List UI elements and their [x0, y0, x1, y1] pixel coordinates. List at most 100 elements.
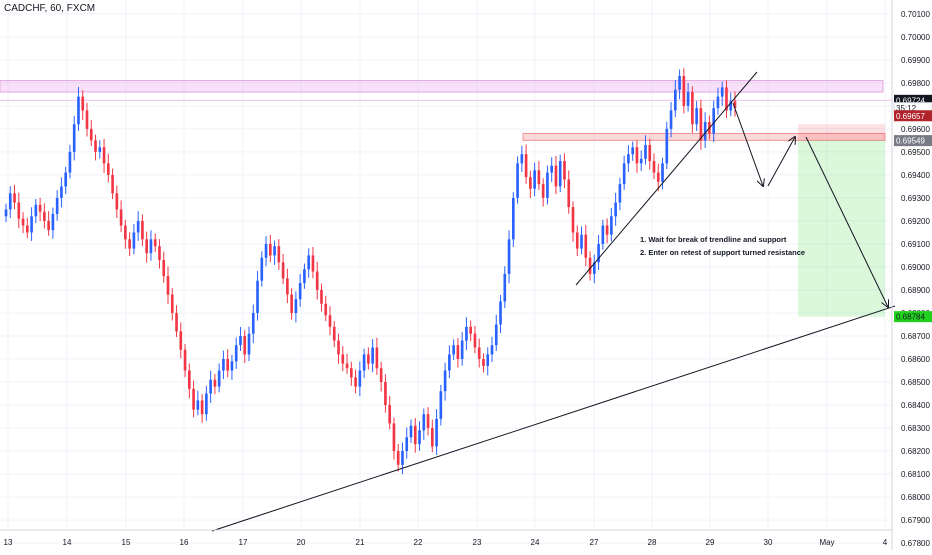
price-badge [894, 135, 932, 147]
candle-body [652, 161, 656, 173]
target-arrow [805, 136, 888, 307]
candle-body [422, 414, 426, 431]
price-tick-label: 0.68500 [901, 378, 930, 387]
candle-body [409, 425, 413, 438]
price-tick-label: 0.69800 [901, 79, 930, 88]
candle-body [64, 172, 68, 187]
candle-body [128, 239, 131, 249]
candle-body [396, 451, 400, 465]
price-tick-label: 0.67800 [901, 539, 930, 548]
time-tick-label: 17 [239, 538, 248, 547]
candle-body [567, 179, 571, 208]
time-tick-label: 21 [356, 538, 365, 547]
candle-body [153, 239, 157, 247]
candle-body [328, 315, 332, 327]
candle-body [234, 345, 238, 362]
candle-body [610, 216, 613, 235]
candle-body [618, 184, 622, 203]
time-tick-label: 14 [63, 538, 72, 547]
candle-body [558, 161, 562, 187]
time-tick-label: 13 [4, 538, 13, 547]
candle-body [247, 333, 251, 355]
candle-body [362, 354, 366, 371]
candle-body [222, 358, 225, 371]
price-tick-label: 0.70000 [901, 33, 930, 42]
candle-body [192, 388, 195, 410]
annotation-note-2: 2. Enter on retest of support turned res… [640, 248, 805, 257]
candle-body [486, 354, 490, 366]
candle-body [635, 147, 639, 164]
candle-body [158, 246, 161, 261]
price-tick-label: 0.69600 [901, 125, 930, 134]
candle-body [631, 147, 635, 155]
candle-body [384, 382, 387, 406]
candle-body [482, 358, 485, 366]
candle-body [106, 163, 110, 175]
candle-body [452, 345, 455, 355]
candle-body [546, 172, 549, 198]
candle-body [273, 246, 276, 256]
candle-body [145, 239, 149, 254]
candle-body [729, 101, 733, 111]
time-tick-label: 20 [297, 538, 306, 547]
price-tick-label: 0.67900 [901, 516, 930, 525]
candle-body [669, 110, 673, 129]
zones [0, 80, 892, 317]
candle-body [388, 405, 392, 424]
candle-body [98, 147, 102, 152]
price-tick-label: 0.69300 [901, 194, 930, 203]
candle-body [290, 294, 293, 313]
resistance-zone [0, 80, 884, 93]
price-badge-label: 0.68784 [896, 313, 925, 322]
candle-body [179, 331, 183, 350]
price-tick-label: 0.69900 [901, 56, 930, 65]
time-tick-label: 23 [473, 538, 482, 547]
candle-body [136, 220, 140, 233]
time-tick-label: 27 [590, 538, 599, 547]
candle-body [507, 239, 511, 274]
candle-body [43, 211, 46, 221]
candle-body [119, 209, 123, 226]
candle-body [443, 370, 447, 392]
short-term-trendline [575, 71, 758, 286]
candle-body [541, 184, 545, 198]
candle-body [281, 262, 285, 279]
candle-body [230, 361, 234, 371]
candle-body [695, 108, 698, 125]
time-tick-label: 28 [648, 538, 657, 547]
candle-body [85, 110, 89, 129]
candle-body [294, 299, 298, 313]
candle-body [733, 101, 737, 109]
candle-body [494, 324, 498, 346]
candle-body [315, 271, 319, 290]
candle-body [349, 368, 353, 378]
candle-body [196, 400, 200, 410]
candle-body [554, 165, 558, 187]
price-tick-label: 0.68400 [901, 401, 930, 410]
price-tick-label: 0.69500 [901, 148, 930, 157]
candle-body [367, 354, 370, 364]
candle-body [68, 151, 72, 173]
candle-body [213, 379, 217, 387]
candle-body [524, 154, 528, 178]
price-tick-label: 0.69000 [901, 263, 930, 272]
candle-body [17, 202, 21, 219]
drawings: 1. Wait for break of trendline and suppo… [211, 71, 896, 532]
candle-body [55, 197, 59, 215]
candle-body [111, 174, 114, 194]
candle-body [469, 326, 473, 334]
time-tick-label: 22 [414, 538, 423, 547]
take-profit-zone [798, 140, 885, 317]
candle-body [691, 92, 694, 125]
price-tick-label: 0.69200 [901, 217, 930, 226]
candle-body [183, 349, 187, 371]
price-tick-label: 0.68700 [901, 332, 930, 341]
time-tick-label: 30 [764, 538, 773, 547]
time-tick-label: 29 [706, 538, 715, 547]
candle-body [622, 163, 626, 185]
price-tick-label: 0.68600 [901, 355, 930, 364]
candle-body [537, 170, 541, 185]
candle-body [30, 216, 33, 233]
time-tick-label: 15 [122, 538, 131, 547]
